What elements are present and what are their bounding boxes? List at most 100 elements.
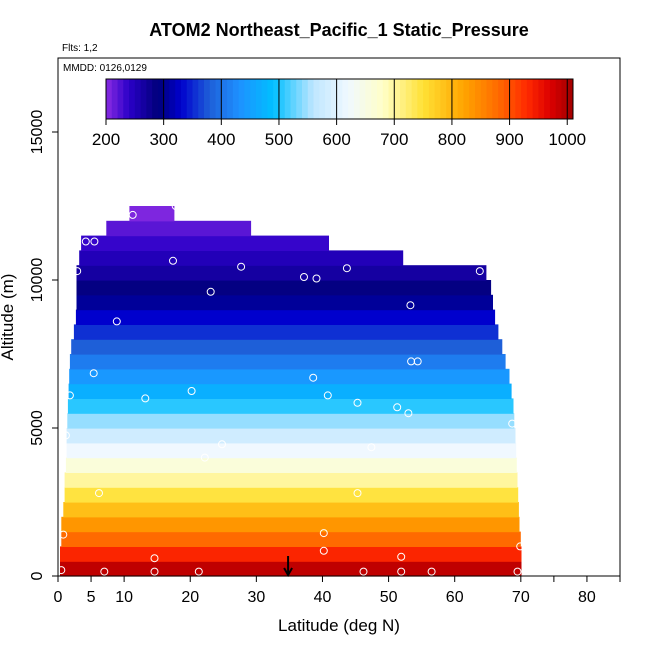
colorbar-segment [330,79,338,119]
colorbar-segment [175,79,182,119]
x-tick-label: 40 [314,589,332,606]
heatmap-band [64,487,519,503]
colorbar-ticks: 200 300 400 500 600 700 800 900 1000 [92,79,586,149]
flight-point [171,202,180,210]
colorbar-segment [204,79,211,119]
colorbar-segment [238,79,245,119]
colorbar-segment [227,79,234,119]
colorbar-segment [457,79,464,119]
colorbar-tick-label: 500 [265,130,293,149]
flight-point [59,530,68,539]
flight-point [406,301,415,310]
colorbar-segment [244,79,251,119]
x-tick-label: 70 [512,589,530,606]
heatmap-band [60,546,522,562]
flight-point [413,357,422,366]
colorbar-segment [405,79,412,119]
flight-point [237,262,246,271]
flight-point [61,431,70,440]
colorbar-segment [198,79,205,119]
colorbar-segment [376,79,384,119]
heatmap-band [69,354,506,370]
colorbar-segment [503,79,510,119]
colorbar-segment [221,79,228,119]
colorbar-segment [434,79,441,119]
x-tick-label: 0 [54,589,63,606]
colorbar-segment [180,79,188,119]
heatmap-band [129,206,175,222]
flight-point [89,369,98,378]
colorbar-segment [486,79,493,119]
flight-point [427,567,436,576]
x-tick-label: 60 [446,589,464,606]
flight-point [73,267,82,276]
colorbar-segment [555,79,562,119]
colorbar-segment [186,79,193,119]
colorbar-segment [261,79,268,119]
colorbar-segment [273,79,280,119]
colorbar-segment [232,79,240,119]
colorbar-segment [152,79,159,119]
heatmap-band [61,516,520,533]
colorbar-segment [129,79,136,119]
heatmap-band [106,220,252,237]
colorbar-segment [106,79,113,119]
colorbar-segment [336,79,343,119]
colorbar-segment [296,79,303,119]
colorbar-segment [117,79,124,119]
data-layer [60,206,522,577]
flight-point [513,567,522,576]
colorbar-segment [509,79,516,119]
colorbar-tick-label: 700 [380,130,408,149]
colorbar-segment [480,79,487,119]
heatmap-band [64,472,518,488]
colorbar-tick-label: 800 [438,130,466,149]
colorbar-segment [348,79,355,119]
colorbar-segment [146,79,153,119]
chart-title: ATOM2 Northeast_Pacific_1 Static_Pressur… [149,20,529,40]
flight-point [342,264,351,273]
flight-point [200,453,209,462]
flight-point [323,391,332,400]
y-axis-label: Altitude (m) [0,274,17,361]
colorbar-segment [463,79,470,119]
colorbar-segment [446,79,453,119]
colorbar-segment [325,79,332,119]
flight-point [309,373,318,382]
flight-point [187,387,196,395]
y-tick-label: 5000 [29,410,46,446]
flight-point [141,394,150,403]
colorbar-segment [157,79,165,119]
colorbar-segment [140,79,147,119]
x-tick-label: 5 [87,589,96,606]
y-tick-label: 0 [29,571,46,580]
colorbar-segment [169,79,176,119]
flight-point [397,567,406,576]
colorbar-segment [365,79,372,119]
colorbar-segment [515,79,522,119]
colorbar-segment [123,79,130,119]
flight-point [206,287,215,296]
colorbar-segment [526,79,534,119]
colorbar-segment [267,79,274,119]
heatmap-band [65,457,517,473]
heatmap-band [71,339,503,355]
colorbar-segment [163,79,170,119]
colorbar-segment [307,79,314,119]
flight-point [353,489,362,498]
colorbar-segment [428,79,436,119]
colorbar-tick-label: 900 [495,130,523,149]
colorbar-segment [440,79,447,119]
heatmap-band [63,502,519,518]
marker-arrow-head [283,567,293,578]
flight-point [393,403,402,412]
colorbar-segment [278,79,286,119]
x-tick-label: 50 [380,589,398,606]
y-tick-label: 15000 [29,110,46,155]
heatmap-band [76,265,487,281]
x-tick-label: 30 [247,589,265,606]
colorbar [105,78,574,120]
colorbar-segment [371,79,378,119]
heatmap-band [76,280,492,296]
